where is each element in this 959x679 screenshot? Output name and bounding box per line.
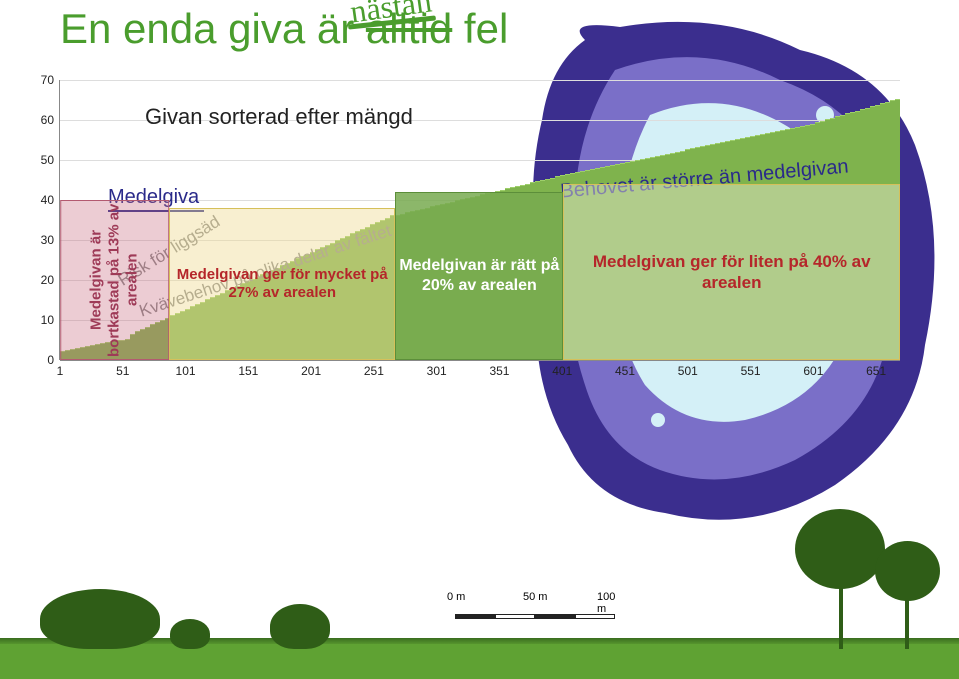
scale-seg bbox=[455, 614, 495, 619]
x-tick-label: 151 bbox=[231, 364, 265, 378]
map-hole-4 bbox=[651, 413, 665, 427]
x-tick-label: 1 bbox=[43, 364, 77, 378]
x-tick-label: 351 bbox=[482, 364, 516, 378]
y-tick-label: 40 bbox=[30, 193, 54, 207]
region-bortkastad: Medelgivan är bortkastad på 13% av areal… bbox=[60, 200, 169, 360]
y-tick-label: 10 bbox=[30, 313, 54, 327]
trunk-2 bbox=[905, 594, 909, 649]
y-tick-label: 70 bbox=[30, 73, 54, 87]
title-pre: En enda giva är bbox=[60, 5, 366, 52]
tree-1 bbox=[795, 509, 885, 589]
y-tick-label: 20 bbox=[30, 273, 54, 287]
scale-seg bbox=[535, 614, 575, 619]
x-tick-label: 401 bbox=[545, 364, 579, 378]
page-title: En enda giva är alltid fel bbox=[60, 5, 508, 53]
scale-bar: 0 m 50 m 100 m bbox=[455, 605, 615, 619]
region-ratt: Medelgivan är rätt på 20% av arealen bbox=[395, 192, 563, 360]
region-formycket: Medelgivan ger för mycket på 27% av area… bbox=[169, 208, 395, 360]
y-tick-label: 50 bbox=[30, 153, 54, 167]
sort-subtitle: Givan sorterad efter mängd bbox=[145, 104, 413, 130]
scale-label-50: 50 m bbox=[523, 591, 547, 603]
y-tick-label: 60 bbox=[30, 113, 54, 127]
x-tick-label: 101 bbox=[169, 364, 203, 378]
bush-3 bbox=[270, 604, 330, 649]
region-formycket-label: Medelgivan ger för mycket på 27% av area… bbox=[170, 266, 394, 302]
tree-2 bbox=[875, 541, 940, 601]
y-tick-label: 30 bbox=[30, 233, 54, 247]
bush-1 bbox=[40, 589, 160, 649]
x-tick-label: 551 bbox=[734, 364, 768, 378]
x-tick-label: 451 bbox=[608, 364, 642, 378]
x-tick-label: 201 bbox=[294, 364, 328, 378]
scale-seg bbox=[495, 614, 535, 619]
y-axis bbox=[59, 80, 60, 360]
bush-2 bbox=[170, 619, 210, 649]
trunk-1 bbox=[839, 579, 843, 649]
region-ratt-label: Medelgivan är rätt på 20% av arealen bbox=[396, 256, 562, 296]
x-tick-label: 251 bbox=[357, 364, 391, 378]
scale-label-0: 0 m bbox=[447, 591, 465, 603]
x-tick-label: 501 bbox=[671, 364, 705, 378]
scale-label-100: 100 m bbox=[597, 591, 615, 615]
chart-area: Medelgiva Givan sorterad efter mängd Ris… bbox=[60, 80, 900, 360]
x-tick-label: 301 bbox=[420, 364, 454, 378]
ground-strip bbox=[0, 644, 959, 679]
region-forliten: Medelgivan ger för liten på 40% av areal… bbox=[563, 184, 900, 360]
region-bortkastad-label: Medelgivan är bortkastad på 13% av areal… bbox=[88, 201, 142, 359]
x-tick-label: 51 bbox=[106, 364, 140, 378]
x-tick-label: 601 bbox=[796, 364, 830, 378]
x-tick-label: 651 bbox=[859, 364, 893, 378]
region-forliten-label: Medelgivan ger för liten på 40% av areal… bbox=[564, 251, 899, 294]
x-axis bbox=[60, 360, 900, 361]
